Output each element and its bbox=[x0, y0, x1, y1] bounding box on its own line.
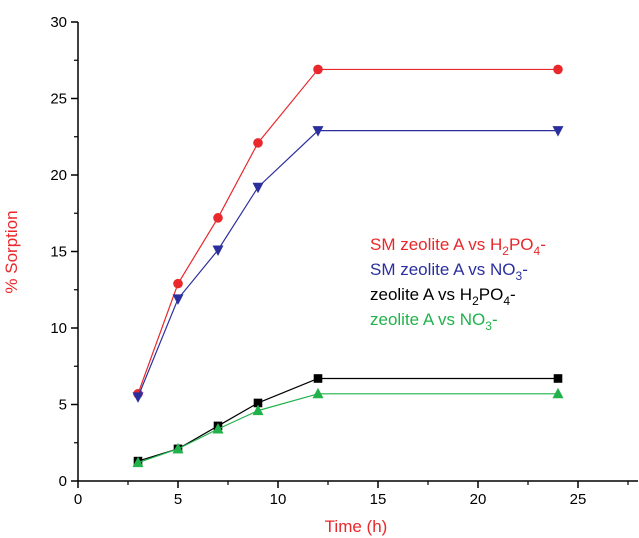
axes: 0 5 10 15 20 25 0 5 10 15 20 25 30 bbox=[50, 14, 638, 508]
y-tick-label: 20 bbox=[50, 167, 67, 184]
data-point bbox=[212, 245, 224, 256]
data-point bbox=[312, 126, 324, 137]
series-4 bbox=[132, 387, 564, 468]
data-point bbox=[553, 64, 563, 75]
y-tick-label: 5 bbox=[59, 397, 67, 414]
y-tick-label: 30 bbox=[50, 14, 67, 31]
data-point bbox=[172, 294, 184, 305]
x-axis-title: Time (h) bbox=[325, 517, 388, 536]
data-point bbox=[173, 278, 183, 289]
y-axis-title: % Sorption bbox=[2, 210, 21, 293]
x-tick-label: 20 bbox=[470, 491, 487, 508]
data-point bbox=[552, 126, 564, 137]
legend-entry-2: SM zeolite A vs NO3- bbox=[370, 260, 528, 283]
data-point bbox=[312, 387, 324, 399]
x-tick-label: 25 bbox=[570, 491, 587, 508]
data-point bbox=[313, 64, 323, 75]
x-tick-label: 0 bbox=[74, 491, 82, 508]
series-line bbox=[137, 68, 558, 394]
series-line bbox=[137, 130, 558, 398]
data-point bbox=[553, 374, 563, 383]
y-tick-label: 10 bbox=[50, 320, 67, 337]
series-1 bbox=[133, 64, 563, 399]
legend-entry-3: zeolite A vs H2PO4- bbox=[370, 285, 516, 308]
data-point bbox=[252, 182, 264, 194]
y-tick-label: 25 bbox=[50, 91, 67, 108]
series-3 bbox=[133, 374, 563, 466]
y-tick-label: 0 bbox=[59, 473, 67, 490]
data-point bbox=[253, 398, 263, 408]
data-point bbox=[212, 422, 224, 434]
data-point bbox=[132, 456, 144, 468]
data-point bbox=[252, 404, 264, 416]
data-point bbox=[172, 442, 184, 454]
x-tick-label: 5 bbox=[174, 491, 182, 508]
x-tick-label: 15 bbox=[370, 491, 387, 508]
series-line bbox=[137, 377, 558, 462]
y-tick-label: 15 bbox=[50, 244, 67, 261]
plot-area bbox=[132, 64, 564, 468]
series-2 bbox=[132, 126, 564, 403]
data-point bbox=[313, 374, 323, 383]
data-point bbox=[132, 392, 144, 403]
data-point bbox=[253, 138, 263, 148]
x-tick-label: 10 bbox=[270, 491, 287, 508]
legend-entry-4: zeolite A vs NO3- bbox=[370, 310, 498, 333]
data-point bbox=[213, 213, 223, 223]
series-line bbox=[137, 393, 558, 464]
legend-entry-1: SM zeolite A vs H2PO4- bbox=[370, 235, 546, 258]
legend: SM zeolite A vs H2PO4-SM zeolite A vs NO… bbox=[370, 235, 546, 333]
data-point bbox=[552, 387, 564, 399]
